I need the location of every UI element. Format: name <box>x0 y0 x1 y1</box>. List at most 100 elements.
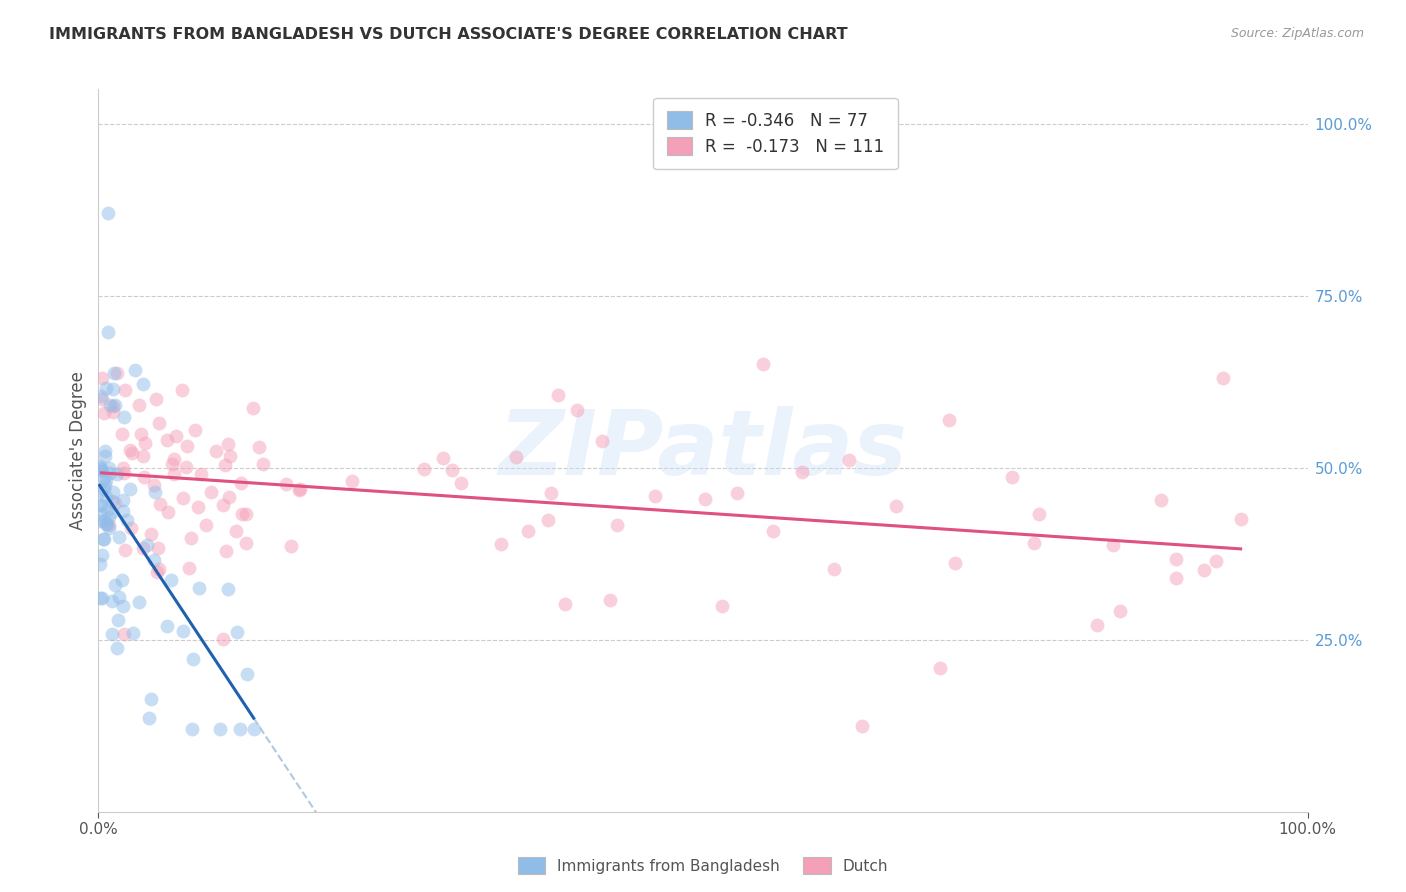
Point <box>101 485 124 500</box>
Point <box>89 499 111 513</box>
Point <box>121 446 143 460</box>
Point <box>183 423 205 437</box>
Point <box>93 532 115 546</box>
Point <box>97 510 120 524</box>
Point <box>128 595 150 609</box>
Point <box>695 492 717 507</box>
Point <box>884 499 907 513</box>
Point <box>98 467 121 481</box>
Point <box>112 503 135 517</box>
Point <box>156 619 179 633</box>
Point <box>1028 508 1050 522</box>
Point <box>89 591 111 605</box>
Point <box>823 562 845 576</box>
Point <box>159 574 181 588</box>
Point <box>98 398 121 412</box>
Point <box>93 471 115 485</box>
Point <box>554 598 576 612</box>
Point <box>218 490 240 504</box>
Point <box>132 449 155 463</box>
Point <box>115 513 138 527</box>
Point <box>146 541 169 555</box>
Point <box>134 436 156 450</box>
Point <box>1212 371 1234 385</box>
Point <box>176 460 198 475</box>
Point <box>131 541 153 555</box>
Point <box>101 382 124 396</box>
Point <box>93 532 115 546</box>
Point <box>170 384 193 398</box>
Point <box>93 514 115 528</box>
Point <box>489 537 512 551</box>
Y-axis label: Associate's Degree: Associate's Degree <box>69 371 87 530</box>
Point <box>110 426 132 441</box>
Point <box>89 514 111 528</box>
Point <box>142 553 165 567</box>
Point <box>236 666 259 681</box>
Point <box>96 517 118 532</box>
Point <box>1022 536 1045 550</box>
Point <box>101 399 124 413</box>
Point <box>139 526 162 541</box>
Point <box>148 562 170 576</box>
Point <box>93 406 115 420</box>
Point <box>94 381 117 395</box>
Point <box>90 462 112 476</box>
Point <box>105 366 128 380</box>
Point <box>104 578 127 592</box>
Point <box>225 624 247 639</box>
Point <box>209 722 232 736</box>
Point <box>1150 492 1173 507</box>
Point <box>432 451 454 466</box>
Point <box>157 505 180 519</box>
Point <box>838 452 860 467</box>
Text: Source: ZipAtlas.com: Source: ZipAtlas.com <box>1230 27 1364 40</box>
Point <box>90 484 112 499</box>
Point <box>89 507 111 521</box>
Point <box>212 498 235 512</box>
Point <box>340 474 363 488</box>
Text: ZIPatlas: ZIPatlas <box>499 407 907 494</box>
Point <box>752 358 775 372</box>
Point <box>118 482 141 496</box>
Point <box>101 627 124 641</box>
Point <box>132 376 155 391</box>
Point <box>97 518 120 533</box>
Point <box>644 489 666 503</box>
Point <box>710 599 733 613</box>
Point <box>114 383 136 397</box>
Point <box>97 460 120 475</box>
Text: IMMIGRANTS FROM BANGLADESH VS DUTCH ASSOCIATE'S DEGREE CORRELATION CHART: IMMIGRANTS FROM BANGLADESH VS DUTCH ASSO… <box>49 27 848 42</box>
Point <box>108 590 131 604</box>
Point <box>112 460 135 475</box>
Point <box>280 539 302 553</box>
Point <box>180 531 202 545</box>
Point <box>565 403 588 417</box>
Point <box>98 521 121 535</box>
Point <box>276 477 298 491</box>
Point <box>142 478 165 492</box>
Point <box>112 466 135 480</box>
Point <box>247 441 270 455</box>
Point <box>148 416 170 430</box>
Point <box>187 500 209 514</box>
Point <box>231 507 253 521</box>
Point <box>1205 554 1227 568</box>
Point <box>100 494 122 508</box>
Point <box>94 449 117 463</box>
Point <box>93 444 115 458</box>
Point <box>212 632 235 647</box>
Point <box>105 641 128 656</box>
Point <box>122 626 145 640</box>
Point <box>89 558 111 572</box>
Point <box>124 363 146 377</box>
Point <box>90 498 112 512</box>
Point <box>112 410 135 425</box>
Point <box>162 457 184 471</box>
Point <box>94 490 117 504</box>
Point <box>111 493 134 508</box>
Point <box>104 398 127 412</box>
Point <box>1102 538 1125 552</box>
Point <box>112 627 135 641</box>
Point <box>943 556 966 570</box>
